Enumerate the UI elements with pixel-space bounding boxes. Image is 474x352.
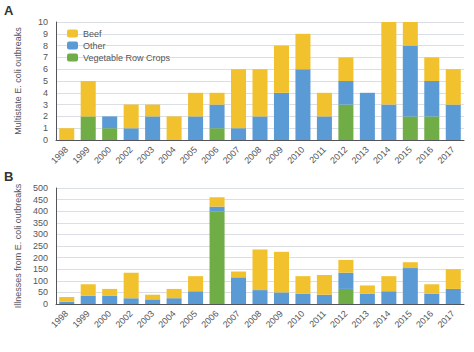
svg-text:2000: 2000 [92, 144, 113, 165]
svg-text:2003: 2003 [135, 144, 156, 165]
svg-text:2015: 2015 [393, 144, 414, 165]
svg-text:2004: 2004 [156, 308, 177, 329]
svg-text:2013: 2013 [350, 144, 371, 165]
svg-text:450: 450 [33, 195, 48, 205]
svg-text:2009: 2009 [264, 144, 285, 165]
svg-text:4: 4 [43, 88, 48, 98]
svg-text:0: 0 [43, 135, 48, 145]
svg-text:2010: 2010 [285, 308, 306, 329]
svg-text:2017: 2017 [436, 308, 457, 329]
svg-text:Beef: Beef [83, 29, 102, 39]
svg-text:400: 400 [33, 206, 48, 216]
svg-text:1998: 1998 [49, 308, 70, 329]
svg-text:B: B [4, 169, 13, 184]
svg-text:9: 9 [43, 29, 48, 39]
svg-text:2003: 2003 [135, 308, 156, 329]
svg-text:300: 300 [33, 229, 48, 239]
svg-text:2015: 2015 [393, 308, 414, 329]
svg-text:200: 200 [33, 253, 48, 263]
svg-text:2000: 2000 [92, 308, 113, 329]
svg-text:350: 350 [33, 218, 48, 228]
svg-text:2016: 2016 [414, 308, 435, 329]
svg-text:2002: 2002 [113, 144, 134, 165]
svg-text:2005: 2005 [178, 144, 199, 165]
svg-text:1999: 1999 [71, 144, 92, 165]
svg-text:2004: 2004 [156, 144, 177, 165]
svg-text:2014: 2014 [371, 308, 392, 329]
svg-text:2012: 2012 [328, 308, 349, 329]
svg-text:2013: 2013 [350, 308, 371, 329]
svg-text:2017: 2017 [436, 144, 457, 165]
svg-text:2002: 2002 [113, 308, 134, 329]
svg-text:A: A [4, 3, 14, 18]
svg-text:1: 1 [43, 123, 48, 133]
svg-text:2007: 2007 [221, 308, 242, 329]
svg-text:2012: 2012 [328, 144, 349, 165]
svg-text:Other: Other [83, 41, 106, 51]
svg-text:Illnesses from E. coli outbrea: Illnesses from E. coli outbreaks [13, 183, 23, 308]
svg-text:2016: 2016 [414, 144, 435, 165]
svg-text:2010: 2010 [285, 144, 306, 165]
svg-text:2009: 2009 [264, 308, 285, 329]
svg-text:2008: 2008 [242, 144, 263, 165]
svg-text:3: 3 [43, 100, 48, 110]
svg-text:2011: 2011 [307, 144, 328, 165]
svg-text:2006: 2006 [199, 144, 220, 165]
svg-text:1998: 1998 [49, 144, 70, 165]
svg-text:7: 7 [43, 52, 48, 62]
svg-text:0: 0 [43, 299, 48, 309]
svg-text:150: 150 [33, 264, 48, 274]
svg-text:2005: 2005 [178, 308, 199, 329]
svg-text:5: 5 [43, 76, 48, 86]
svg-text:100: 100 [33, 276, 48, 286]
svg-text:1999: 1999 [71, 308, 92, 329]
svg-text:2007: 2007 [221, 144, 242, 165]
svg-text:2006: 2006 [199, 308, 220, 329]
svg-text:2011: 2011 [307, 308, 328, 329]
svg-text:8: 8 [43, 41, 48, 51]
svg-text:2014: 2014 [371, 144, 392, 165]
svg-text:2008: 2008 [242, 308, 263, 329]
svg-text:50: 50 [38, 287, 48, 297]
svg-text:10: 10 [38, 17, 48, 27]
svg-text:2: 2 [43, 111, 48, 121]
svg-text:Vegetable Row Crops: Vegetable Row Crops [83, 53, 171, 63]
svg-text:6: 6 [43, 64, 48, 74]
svg-text:Multistate E. coli outbreaks: Multistate E. coli outbreaks [13, 27, 23, 135]
svg-text:250: 250 [33, 241, 48, 251]
svg-text:500: 500 [33, 183, 48, 193]
